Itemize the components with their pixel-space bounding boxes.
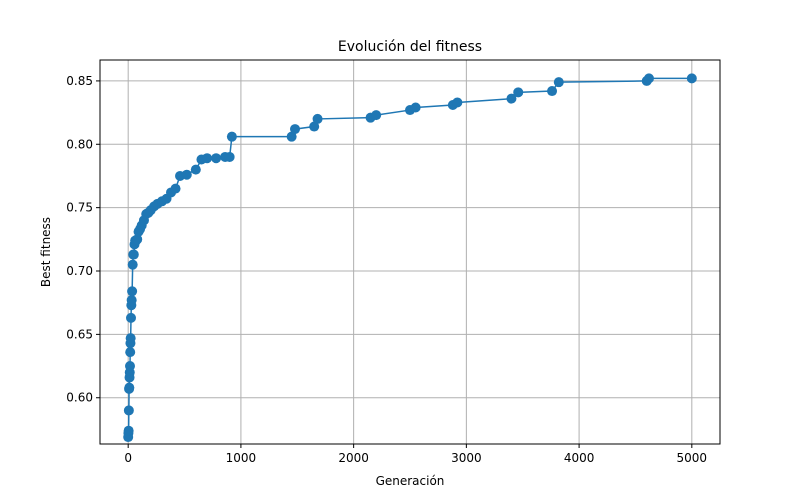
plot-frame <box>99 59 721 445</box>
x-tick-label: 5000 <box>677 451 708 465</box>
data-point <box>124 382 135 393</box>
data-point <box>410 102 421 113</box>
x-tick-label: 0 <box>124 451 132 465</box>
data-point <box>506 93 517 104</box>
data-point <box>128 249 139 260</box>
data-point <box>127 259 138 270</box>
data-point <box>371 110 382 121</box>
y-tick-label: 0.60 <box>66 391 93 405</box>
data-point <box>643 73 654 84</box>
data-point <box>181 169 192 180</box>
y-tick-label: 0.65 <box>66 327 93 341</box>
y-tick-label: 0.70 <box>66 264 93 278</box>
tick-layer: 0 1000 2000 3000 4000 5000 0.60 0.65 0.70 0.75 0.8… <box>66 74 707 465</box>
data-point <box>312 113 323 124</box>
x-tick-label: 3000 <box>451 451 482 465</box>
data-point <box>309 121 320 132</box>
data-point <box>224 151 235 162</box>
y-tick-label: 0.75 <box>66 201 93 215</box>
data-point <box>226 131 237 142</box>
data-point <box>127 286 138 297</box>
y-axis-label: Best fitness <box>39 217 53 287</box>
data-point <box>513 87 524 98</box>
data-point <box>202 153 213 164</box>
data-point <box>290 124 301 135</box>
data-point <box>126 295 137 306</box>
data-point <box>126 312 136 323</box>
x-tick-label: 4000 <box>564 451 595 465</box>
data-point <box>123 405 134 416</box>
data-layer <box>123 73 697 443</box>
x-tick-label: 2000 <box>338 451 369 465</box>
data-point <box>553 77 564 88</box>
y-tick-label: 0.80 <box>66 137 93 151</box>
data-point <box>452 97 463 108</box>
data-point <box>123 425 134 436</box>
data-point <box>125 333 136 344</box>
grid-layer <box>100 60 720 444</box>
chart-title: Evolución del fitness <box>338 39 482 55</box>
data-point <box>170 183 181 194</box>
y-tick-label: 0.85 <box>66 74 93 88</box>
data-point <box>547 86 558 97</box>
data-point <box>132 234 143 245</box>
data-point <box>286 131 297 142</box>
data-point <box>211 153 222 164</box>
x-axis-label: Generación <box>376 474 445 488</box>
data-point <box>190 164 201 175</box>
x-tick-label: 1000 <box>226 451 257 465</box>
data-point <box>124 361 135 372</box>
data-point <box>686 73 697 84</box>
data-point <box>125 347 136 358</box>
